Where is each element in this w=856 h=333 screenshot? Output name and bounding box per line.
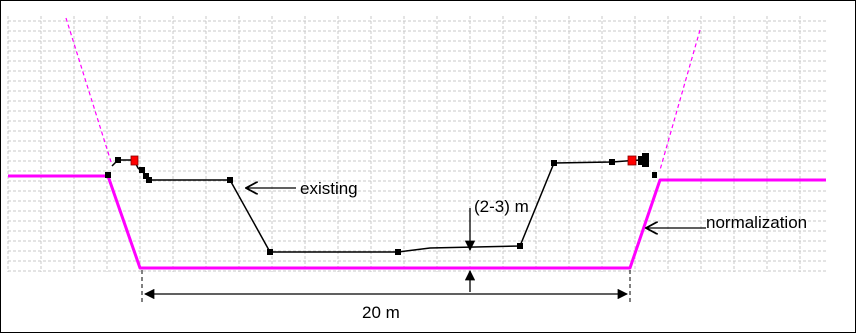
- highlight-points: [130, 155, 637, 166]
- survey-point: [551, 160, 557, 166]
- survey-points: [105, 153, 657, 255]
- normalization-label: normalization: [706, 213, 807, 232]
- left-bank-extension: [65, 17, 113, 166]
- survey-point: [105, 172, 111, 178]
- survey-point: [227, 177, 233, 183]
- existing-label: existing: [300, 179, 358, 198]
- right-bank-extension: [659, 29, 701, 171]
- survey-point: [517, 243, 523, 249]
- highlight-point: [130, 155, 139, 166]
- depth-label: (2-3) m: [474, 197, 529, 216]
- survey-point: [642, 153, 649, 167]
- survey-point: [609, 159, 615, 165]
- survey-point: [143, 173, 149, 179]
- survey-point: [267, 249, 273, 255]
- survey-point: [139, 167, 145, 173]
- highlight-point: [627, 155, 637, 166]
- survey-point: [115, 157, 121, 163]
- survey-point: [652, 172, 657, 178]
- normalized-channel-profile: [8, 174, 826, 270]
- survey-point: [395, 249, 401, 255]
- survey-point: [146, 177, 152, 183]
- width-label: 20 m: [362, 303, 400, 322]
